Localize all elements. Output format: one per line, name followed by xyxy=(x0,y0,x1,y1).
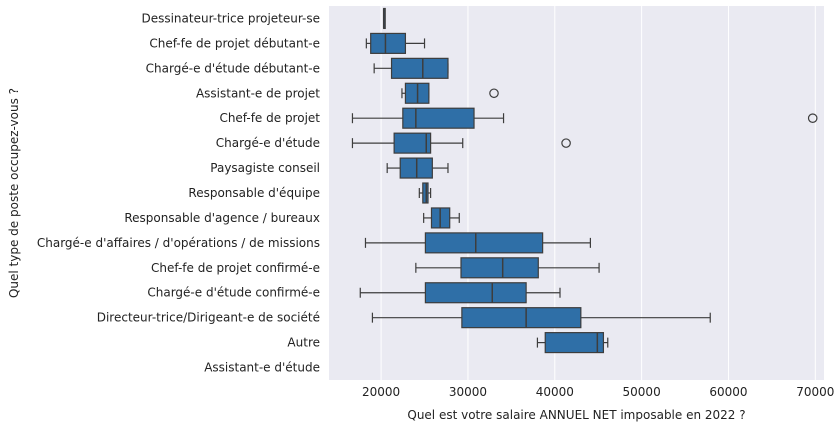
y-tick-label: Directeur-trice/Dirigeant-e de société xyxy=(97,311,320,325)
box-group xyxy=(365,32,426,54)
y-tick-label: Chargé-e d'étude xyxy=(216,136,320,150)
box-group xyxy=(359,282,561,304)
y-tick-label: Chef-fe de projet confirmé-e xyxy=(151,261,320,275)
y-axis-title: Quel type de poste occupez-vous ? xyxy=(7,88,21,298)
y-tick-label: Paysagiste conseil xyxy=(210,161,320,175)
box xyxy=(370,32,407,54)
box-group xyxy=(423,207,460,229)
y-tick-label: Dessinateur-trice projeteur-se xyxy=(141,11,320,25)
y-tick-label: Chargé-e d'affaires / d'opérations / de … xyxy=(37,236,320,250)
y-tick-label: Responsable d'équipe xyxy=(188,186,320,200)
box xyxy=(544,332,605,354)
x-tick-label: 60000 xyxy=(709,385,747,399)
box-series xyxy=(351,7,818,354)
x-tick-label: 40000 xyxy=(536,385,574,399)
box-group xyxy=(401,82,499,104)
y-tick-label: Chargé-e d'étude débutant-e xyxy=(146,61,320,75)
box-group xyxy=(386,157,449,179)
outlier-point xyxy=(489,88,499,99)
box-group xyxy=(351,107,818,129)
box xyxy=(424,282,527,304)
box-group xyxy=(415,257,600,279)
y-tick-label: Chef-fe de projet débutant-e xyxy=(149,36,320,50)
y-tick-label: Responsable d'agence / bureaux xyxy=(124,211,320,225)
box-group xyxy=(371,307,711,329)
box xyxy=(424,232,544,254)
x-tick-label: 30000 xyxy=(449,385,487,399)
y-tick-label: Chef-fe de projet xyxy=(219,111,320,125)
box xyxy=(460,257,539,279)
x-tick-label: 70000 xyxy=(796,385,834,399)
x-tick-labels: 20000 30000 40000 50000 60000 70000 xyxy=(362,385,834,399)
box-group xyxy=(418,182,432,204)
y-tick-label: Chargé-e d'étude confirmé-e xyxy=(147,286,320,300)
y-tick-label: Autre xyxy=(287,336,320,350)
box-group xyxy=(373,57,449,79)
outlier-point xyxy=(807,113,818,123)
box-group xyxy=(536,332,609,354)
box-group xyxy=(351,132,571,154)
box xyxy=(402,107,475,129)
y-tick-label: Assistant-e d'étude xyxy=(204,361,320,375)
box xyxy=(393,132,432,154)
box xyxy=(422,182,429,204)
box xyxy=(461,307,582,329)
y-tick-labels: Dessinateur-trice projeteur-se Chef-fe de… xyxy=(37,11,320,374)
x-tick-label: 50000 xyxy=(623,385,661,399)
box xyxy=(390,57,449,79)
box-group xyxy=(364,232,591,254)
x-axis-title: Quel est votre salaire ANNUEL NET imposa… xyxy=(407,408,745,422)
box-group xyxy=(382,7,386,30)
outlier-point xyxy=(561,138,571,148)
x-tick-label: 20000 xyxy=(362,385,400,399)
y-tick-label: Assistant-e de projet xyxy=(196,86,320,100)
